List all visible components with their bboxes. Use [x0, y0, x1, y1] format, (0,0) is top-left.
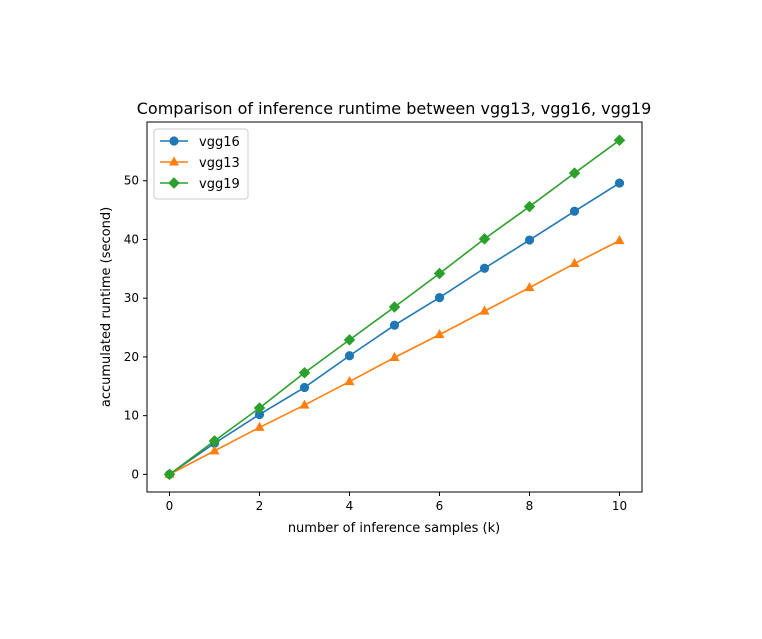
data-point-vgg13 — [569, 257, 580, 268]
y-axis-label: accumulated runtime (second) — [99, 207, 114, 407]
legend-marker-vgg19 — [168, 177, 180, 189]
data-point-vgg13 — [389, 351, 400, 362]
data-point-vgg16 — [389, 320, 400, 330]
data-point-vgg16 — [569, 206, 580, 216]
x-tick-label: 2 — [256, 499, 264, 513]
chart-title: Comparison of inference runtime between … — [137, 99, 652, 118]
data-point-vgg13 — [299, 399, 310, 409]
data-point-vgg19 — [613, 134, 626, 146]
data-point-vgg19 — [568, 167, 581, 179]
y-tick-label: 0 — [131, 467, 139, 481]
y-tick-label: 30 — [124, 291, 139, 305]
legend-marker-vgg13 — [169, 156, 179, 166]
data-point-vgg16 — [434, 293, 445, 303]
data-point-vgg13 — [524, 281, 535, 292]
data-point-vgg13 — [209, 445, 220, 455]
data-point-vgg19 — [478, 233, 491, 245]
data-point-vgg16 — [344, 351, 355, 361]
x-axis-label: number of inference samples (k) — [288, 521, 500, 536]
data-point-vgg13 — [434, 328, 445, 339]
y-tick-label: 10 — [124, 409, 139, 423]
legend-label-vgg13: vgg13 — [199, 156, 240, 171]
data-point-vgg19 — [163, 468, 176, 481]
data-point-vgg16 — [479, 263, 490, 273]
y-tick-label: 50 — [124, 174, 139, 188]
data-point-vgg13 — [344, 375, 355, 386]
data-point-vgg19 — [388, 301, 401, 313]
data-point-vgg19 — [433, 267, 446, 280]
data-point-vgg13 — [614, 234, 625, 245]
data-point-vgg19 — [523, 200, 536, 213]
x-tick-label: 4 — [346, 499, 354, 513]
data-point-vgg16 — [299, 382, 310, 393]
plot-frame — [146, 121, 643, 493]
x-tick-label: 10 — [612, 499, 627, 513]
data-point-vgg16 — [524, 235, 535, 245]
data-point-vgg19 — [343, 334, 356, 346]
data-point-vgg16 — [614, 178, 625, 188]
plot-area: 0 2 4 6 8 10 0 10 20 30 40 50 — [124, 121, 643, 513]
x-tick-label: 6 — [436, 499, 444, 513]
y-tick-label: 40 — [124, 232, 139, 246]
data-point-vgg13 — [254, 421, 265, 431]
data-point-vgg19 — [253, 402, 266, 414]
data-point-vgg13 — [479, 305, 490, 315]
x-tick-label: 0 — [166, 499, 174, 513]
legend-label-vgg19: vgg19 — [199, 177, 240, 192]
legend: vgg16 vgg13 vgg19 — [153, 128, 249, 200]
x-tick-label: 8 — [526, 499, 534, 513]
legend-marker-vgg16 — [169, 136, 179, 146]
y-tick-label: 20 — [124, 350, 139, 364]
data-point-vgg19 — [208, 435, 221, 447]
legend-label-vgg16: vgg16 — [199, 135, 240, 150]
data-point-vgg19 — [298, 367, 311, 379]
